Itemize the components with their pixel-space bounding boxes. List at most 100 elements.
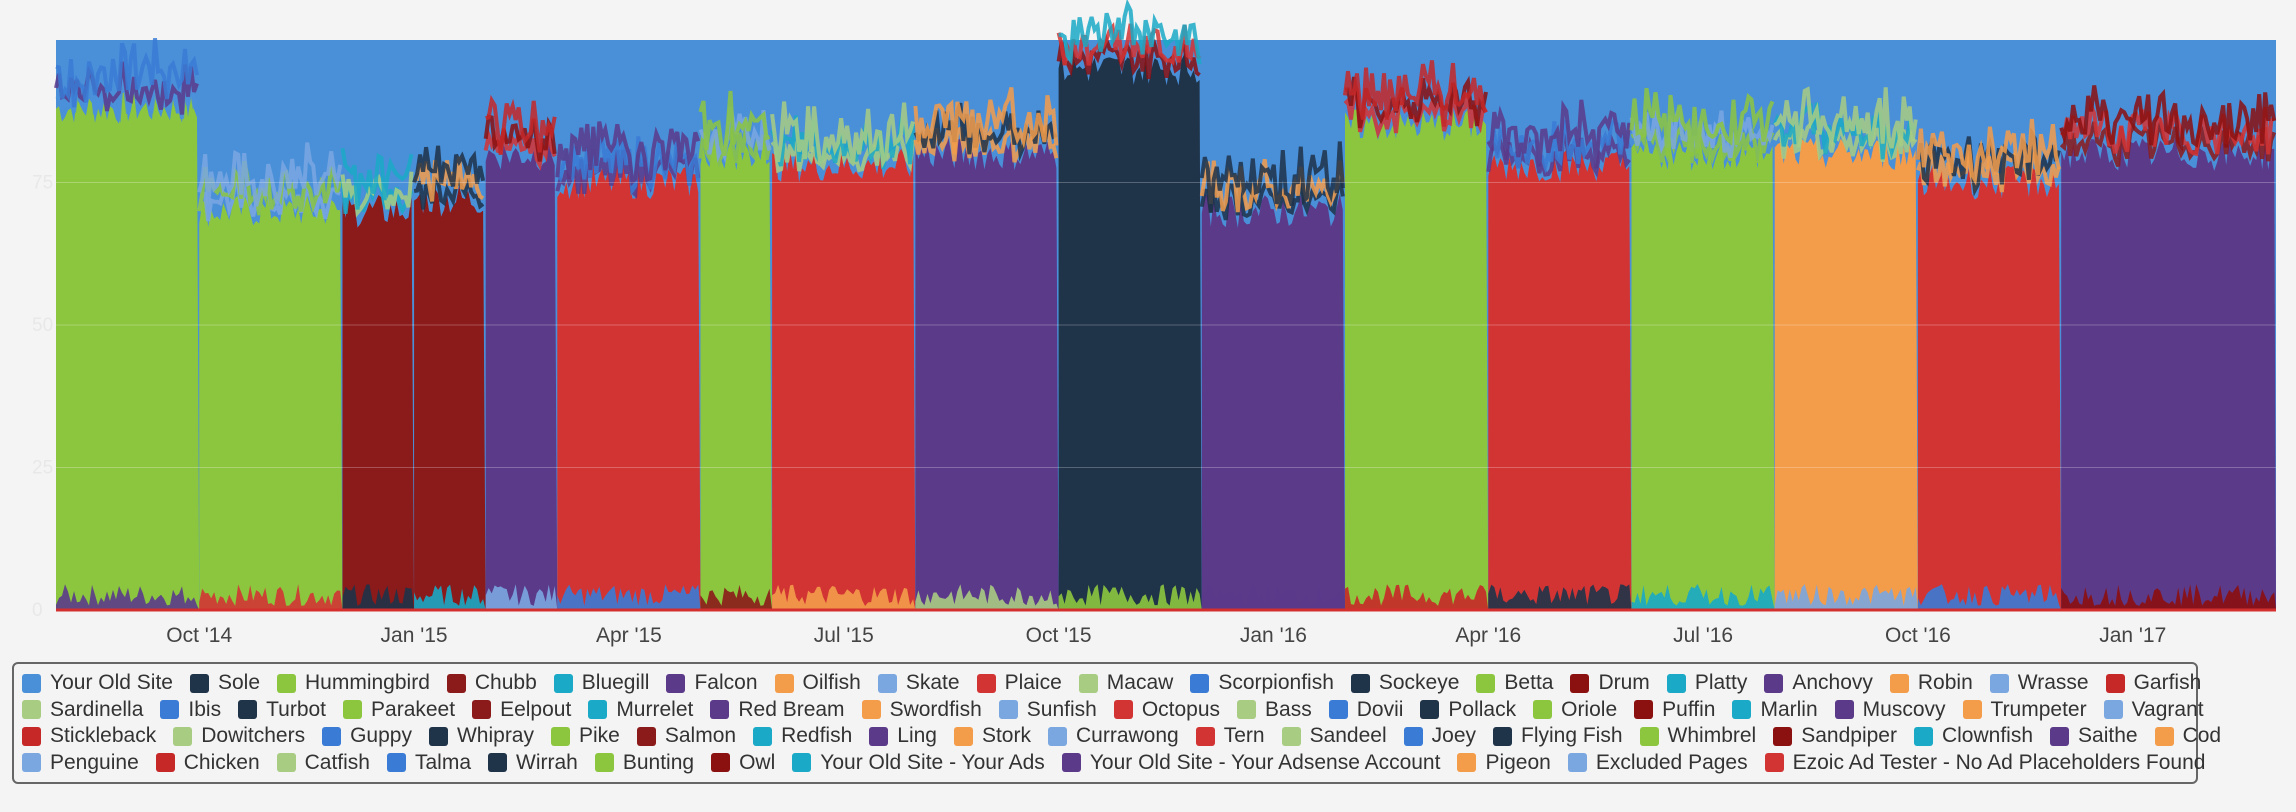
legend-swatch [189,673,209,693]
legend-label: Joey [1431,724,1476,748]
legend-swatch [2105,673,2125,693]
legend-item[interactable]: Bunting [594,751,694,775]
area-oilfish [1774,137,1918,610]
legend-item[interactable]: Whipray [428,724,534,748]
legend-item[interactable]: Robin [1889,671,1973,695]
legend-item[interactable]: Ezoic Ad Tester - No Ad Placeholders Fou… [1764,751,2205,775]
legend-item[interactable]: Bluegill [553,671,649,695]
legend-item[interactable]: Stork [953,724,1031,748]
legend-item[interactable]: Hummingbird [277,671,430,695]
minor-series-base [772,584,916,610]
legend-swatch [1113,700,1133,720]
legend-item[interactable]: Dowitchers [173,724,305,748]
legend-item[interactable]: Redfish [753,724,852,748]
legend-swatch [998,700,1018,720]
legend-swatch [276,753,296,773]
segment-plaice [555,121,701,610]
legend-item[interactable]: Platty [1666,671,1747,695]
legend-item[interactable]: Stickleback [22,724,156,748]
segment-hummingbird [698,90,773,611]
legend-item[interactable]: Saithe [2050,724,2138,748]
legend-label: Anchovy [1792,671,1873,695]
minor-series-band [1199,158,1345,213]
legend-item[interactable]: Skate [877,671,960,695]
legend-item[interactable]: Swordfish [861,698,982,722]
legend-item[interactable]: Penguine [22,751,139,775]
legend-label: Parakeet [371,697,456,721]
legend-label: Marlin [1760,697,1818,721]
legend-swatch [446,673,466,693]
legend-item[interactable]: Sandeel [1281,724,1387,748]
segment-sockeye [1056,0,1202,610]
legend-item[interactable]: Joey [1403,724,1476,748]
legend-item[interactable]: Your Old Site - Your Ads [792,751,1045,775]
legend-swatch [322,726,342,746]
legend-item[interactable]: Chicken [155,751,260,775]
legend-item[interactable]: Excluded Pages [1567,751,1748,775]
legend-swatch [1567,753,1587,773]
legend-swatch [753,726,773,746]
legend-item[interactable]: Dovii [1328,698,1403,722]
legend-item[interactable]: Macaw [1078,671,1173,695]
legend-item[interactable]: Catfish [276,751,370,775]
legend-item[interactable]: Salmon [636,724,736,748]
legend-label: Hummingbird [305,671,430,695]
legend-item[interactable]: Sole [189,671,260,695]
legend-item[interactable]: Anchovy [1764,671,1873,695]
legend-item[interactable]: Red Bream [710,698,845,722]
legend-item[interactable]: Sunfish [998,698,1097,722]
legend-item[interactable]: Sardinella [22,698,143,722]
legend-item[interactable]: Ling [869,724,937,748]
legend-item[interactable]: Falcon [666,671,758,695]
legend-item[interactable]: Clownfish [1913,724,2033,748]
legend-label: Garfish [2133,671,2202,695]
legend-item[interactable]: Owl [711,751,775,775]
legend-item[interactable]: Wirrah [488,751,578,775]
legend-item[interactable]: Betta [1476,671,1553,695]
legend-item[interactable]: Currawong [1047,724,1179,748]
legend-item[interactable]: Cod [2154,724,2221,748]
legend-label: Flying Fish [1521,724,1623,748]
legend-item[interactable]: Ibis [160,698,221,722]
legend-item[interactable]: Flying Fish [1493,724,1623,748]
legend-item[interactable]: Scorpionfish [1190,671,1334,695]
minor-series-band [55,38,199,108]
legend-item[interactable]: Bass [1237,698,1312,722]
legend-item[interactable]: Octopus [1113,698,1220,722]
segment-chubb [412,145,486,610]
legend-label: Tern [1223,724,1265,748]
legend-item[interactable]: Marlin [1732,697,1818,722]
legend-item[interactable]: Sockeye [1350,671,1459,695]
area-hummingbird [1345,109,1489,610]
legend-swatch [343,700,363,720]
legend-item[interactable]: Guppy [322,724,412,748]
segment-hummingbird [197,142,343,610]
legend-item[interactable]: Your Old Site - Your Adsense Account [1061,751,1440,775]
legend-item[interactable]: Trumpeter [1962,697,2087,722]
legend-label: Trumpeter [1990,697,2087,721]
x-tick-label: Jul '16 [1673,624,1733,647]
legend-item[interactable]: Tern [1195,724,1265,748]
legend-item[interactable]: Muscovy [1834,698,1946,722]
legend-item[interactable]: Drum [1570,671,1650,695]
legend-item[interactable]: Eelpout [472,698,571,722]
legend-swatch [1457,753,1477,773]
legend-item[interactable]: Pollack [1420,698,1516,722]
legend-item[interactable]: Whimbrel [1639,724,1756,748]
legend-item[interactable]: Vagrant [2103,698,2204,722]
legend-item[interactable]: Turbot [238,698,326,722]
legend-item[interactable]: Garfish [2105,671,2202,695]
legend-item[interactable]: Murrelet [588,698,693,722]
legend-item[interactable]: Parakeet [343,698,455,722]
legend-item[interactable]: Sandpiper [1773,724,1897,748]
legend-item[interactable]: Pigeon [1457,751,1551,775]
legend-item[interactable]: Talma [386,751,471,775]
legend-item[interactable]: Oriole [1533,698,1617,722]
legend-item[interactable]: Pike [551,724,620,748]
legend-item[interactable]: Oilfish [774,671,861,695]
legend-item[interactable]: Puffin [1634,698,1715,722]
legend-item[interactable]: Your Old Site [22,671,173,695]
legend-item[interactable]: Chubb [446,671,537,695]
legend-item[interactable]: Wrasse [1989,671,2089,695]
legend-item[interactable]: Plaice [976,671,1062,695]
